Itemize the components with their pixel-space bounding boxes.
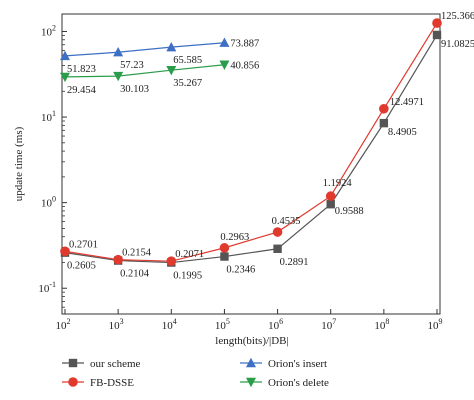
legend-label: Orion's insert [268,358,327,370]
data-point [166,66,177,76]
data-label: 0.9588 [335,206,364,217]
series-line [64,34,438,264]
data-point [113,254,123,265]
data-label: 0.2963 [220,232,249,243]
legend-label: FB-DSSE [90,377,134,389]
axes: 102 103 104 105 106 107 108 109 102 101 100 10-1 [38,23,442,332]
data-point [113,47,124,57]
data-point [379,103,389,114]
x-tick-label: 106 [268,317,283,332]
legend-marker [68,358,78,368]
data-label: 8.4905 [388,127,417,138]
data-label: 1.1924 [323,178,353,189]
series-orion-s-delete [60,60,230,83]
legend: our scheme FB-DSSE Orion's insert Orion's d… [62,357,329,389]
legend-item-our-scheme: our scheme [62,358,141,370]
data-point [166,256,177,266]
data-point [432,18,442,28]
data-point [326,200,335,209]
data-point [60,246,70,257]
data-label: 0.2891 [280,257,309,268]
data-label: 0.2605 [67,261,96,272]
plot-area [61,13,441,315]
series-layer [60,18,442,267]
data-label: 40.856 [230,61,259,72]
data-point [113,71,124,82]
series-line [64,22,438,262]
series-line [64,64,225,78]
legend-marker [246,357,256,368]
data-point [432,30,442,40]
data-label: 29.454 [67,85,97,96]
data-label: 65.585 [173,55,202,66]
data-label: 0.2104 [120,269,150,280]
series-fb-dsse [60,18,442,266]
legend-label: Orion's delete [268,377,329,389]
x-tick-label: 107 [321,317,336,332]
data-labels: 0.2605 0.2104 0.1995 0.2346 0.2891 0.9588 8.49… [67,11,474,281]
x-axis-title: length(bits)/|DB| [215,335,288,347]
x-tick-label: 102 [56,317,71,332]
data-point [273,244,282,253]
x-tick-label: 104 [162,317,177,332]
data-label: 0.2701 [69,239,98,250]
series-line [64,42,225,57]
data-label: 35.267 [173,78,202,89]
data-label: 0.2071 [175,249,204,260]
data-point [219,60,230,70]
data-point [219,37,230,47]
x-tick-label: 103 [109,317,124,332]
x-tick-label: 105 [215,317,230,332]
data-point [379,118,389,128]
data-point [220,252,229,261]
legend-marker [246,377,256,388]
y-tick-label: 10-1 [38,280,56,295]
data-point [219,243,230,253]
data-point [166,41,177,52]
legend-item-fb-dsse: FB-DSSE [62,377,134,389]
y-axis-title: update time (ms) [13,126,25,201]
data-point [60,50,70,61]
y-tick-label: 100 [41,195,56,210]
data-label: 91.0825 [441,39,474,50]
legend-item-orion-s-delete: Orion's delete [240,377,329,389]
y-tick-label: 102 [41,23,56,38]
data-label: 0.2154 [122,248,152,259]
data-label: 0.2346 [226,265,255,276]
legend-item-orion-s-insert: Orion's insert [240,357,327,370]
x-tick-label: 109 [428,317,443,332]
data-point [325,191,336,201]
data-label: 57.23 [120,60,144,71]
y-tick-label: 101 [41,109,56,124]
legend-marker [68,377,78,387]
data-label: 30.103 [120,84,149,95]
legend-label: our scheme [90,358,141,370]
data-point [60,72,70,83]
data-label: 0.1995 [173,271,202,282]
series-orion-s-insert [60,37,230,61]
data-label: 125.3668 [441,11,474,22]
x-tick-label: 108 [374,317,389,332]
data-point [272,227,283,237]
data-label: 51.823 [67,64,96,75]
data-label: 0.4535 [272,216,301,227]
data-label: 12.4971 [390,97,424,108]
data-label: 73.887 [230,39,259,50]
